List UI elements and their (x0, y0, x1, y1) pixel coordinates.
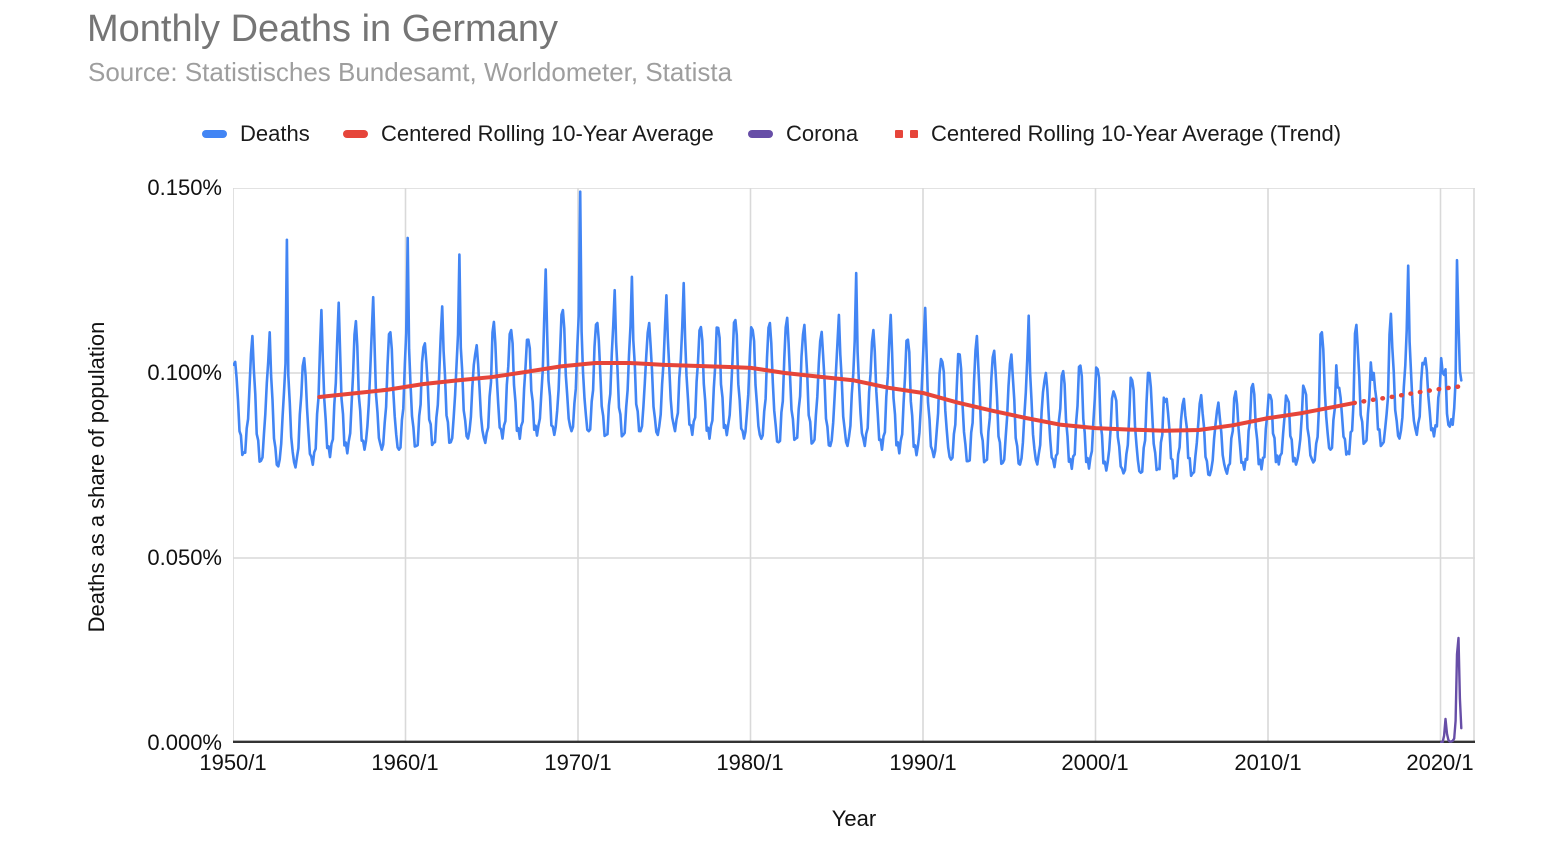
y-tick-label: 0.100% (147, 360, 222, 385)
x-tick-label: 2020/1 (1406, 750, 1474, 775)
trend-legend-swatch-icon (895, 130, 918, 138)
trend-dot (895, 130, 903, 138)
x-tick-label: 1990/1 (889, 750, 957, 775)
legend-label-rolling-average: Centered Rolling 10-Year Average (381, 121, 714, 146)
legend-label-corona: Corona (786, 121, 859, 146)
chart-title: Monthly Deaths in Germany (87, 8, 558, 50)
x-tick-label: 1980/1 (716, 750, 784, 775)
legend-label-deaths: Deaths (240, 121, 310, 146)
x-tick-label: 2000/1 (1061, 750, 1129, 775)
x-tick-label: 1960/1 (371, 750, 439, 775)
legend: Deaths Centered Rolling 10-Year Average … (0, 119, 1558, 149)
trend-dot (910, 130, 918, 138)
x-tick-label: 1970/1 (544, 750, 612, 775)
deaths-legend-swatch-icon (202, 130, 227, 138)
y-tick-label: 0.050% (147, 545, 222, 570)
rolling-average-legend-swatch-icon (343, 130, 368, 138)
legend-item-corona: Corona (748, 119, 858, 149)
y-axis-title: Deaths as a share of population (84, 321, 109, 633)
y-tick-label: 0.150% (147, 175, 222, 200)
corona-legend-swatch-icon (748, 130, 773, 138)
legend-label-trend: Centered Rolling 10-Year Average (Trend) (931, 121, 1342, 146)
y-tick-label: 0.000% (147, 730, 222, 755)
plot-area (233, 188, 1475, 743)
x-tick-label: 1950/1 (199, 750, 267, 775)
legend-item-rolling-average: Centered Rolling 10-Year Average (343, 119, 714, 149)
chart-subtitle: Source: Statistisches Bundesamt, Worldom… (88, 57, 733, 87)
legend-item-deaths: Deaths (202, 119, 310, 149)
x-axis-title: Year (831, 806, 877, 831)
legend-item-trend: Centered Rolling 10-Year Average (Trend) (895, 119, 1341, 149)
x-tick-label: 2010/1 (1234, 750, 1302, 775)
